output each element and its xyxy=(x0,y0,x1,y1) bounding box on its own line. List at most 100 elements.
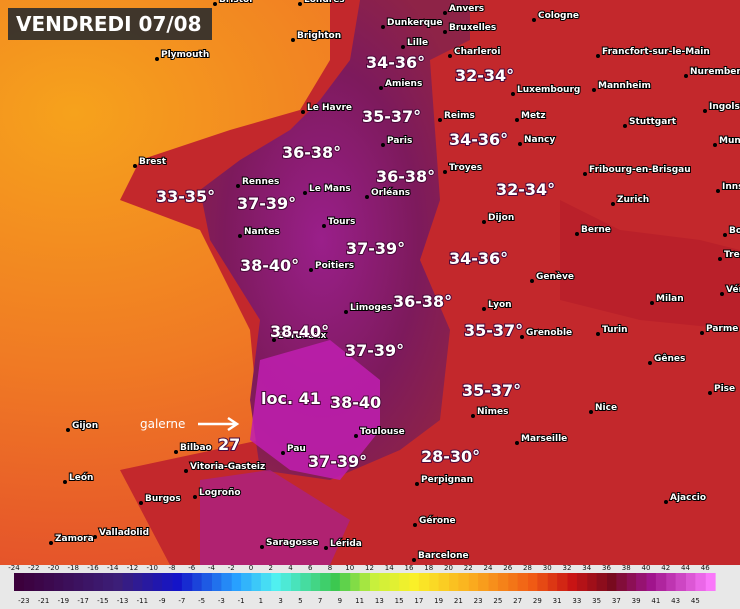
city-label: Valladolid xyxy=(99,528,149,538)
city-label: Francfort-sur-le-Main xyxy=(602,47,710,57)
city-label: Reims xyxy=(444,111,475,121)
legend-swatch xyxy=(517,573,528,591)
legend-swatch xyxy=(655,573,667,591)
legend-swatch xyxy=(468,573,479,591)
legend-swatch xyxy=(458,573,469,591)
temperature-label: 28-30° xyxy=(421,447,480,466)
city-dot xyxy=(415,482,419,486)
city-dot xyxy=(664,500,668,504)
legend-swatch xyxy=(616,573,627,591)
legend-swatch xyxy=(23,573,35,591)
legend-top-label: -14 xyxy=(107,564,119,572)
city-dot xyxy=(281,451,285,455)
city-dot xyxy=(213,2,217,6)
city-label: Zamora xyxy=(55,534,94,544)
legend-top-label: 8 xyxy=(328,564,332,572)
city-dot xyxy=(309,268,313,272)
legend-bottom-label: 23 xyxy=(474,597,483,605)
legend-top-label: 44 xyxy=(681,564,690,572)
temperature-label: 38-40 xyxy=(330,393,381,412)
legend-bottom-label: 39 xyxy=(632,597,641,605)
legend-swatch xyxy=(330,573,341,591)
legend-bottom-label: -17 xyxy=(77,597,88,605)
galerne-arrow xyxy=(198,416,240,432)
legend-bottom-label: 13 xyxy=(375,597,384,605)
city-label: Nancy xyxy=(524,135,555,145)
legend-swatch xyxy=(527,573,538,591)
city-dot xyxy=(236,184,240,188)
city-label: Limoges xyxy=(350,303,392,313)
city-label: Perpignan xyxy=(421,475,473,485)
legend-swatch xyxy=(448,573,459,591)
city-label: Ingolstadt xyxy=(709,102,740,112)
legend-swatch xyxy=(14,573,25,591)
city-label: Genève xyxy=(536,271,574,282)
city-label: Bilbao xyxy=(180,443,212,453)
legend-swatch xyxy=(665,573,677,591)
city-label: Anvers xyxy=(449,4,484,14)
legend-swatch xyxy=(685,573,696,591)
city-dot xyxy=(365,195,369,199)
legend-swatch xyxy=(695,573,706,591)
city-label: Gijon xyxy=(72,421,98,431)
city-dot xyxy=(381,143,385,147)
legend-bottom-label: 11 xyxy=(355,597,364,605)
legend-top-label: -4 xyxy=(208,564,216,572)
city-label: Mannheim xyxy=(598,81,651,91)
temperature-label: 34-36° xyxy=(366,53,425,72)
legend-bottom-label: 37 xyxy=(612,597,621,605)
legend-top-label: 28 xyxy=(523,564,532,572)
city-dot xyxy=(511,92,515,96)
legend-swatch xyxy=(557,573,568,591)
temperature-label: 34-36° xyxy=(449,249,508,268)
city-dot xyxy=(291,38,295,42)
legend-swatch xyxy=(181,573,193,591)
legend-swatch xyxy=(399,573,410,591)
city-dot xyxy=(63,480,67,484)
city-dot xyxy=(684,74,688,78)
legend-swatch xyxy=(488,573,499,591)
legend-swatch xyxy=(478,573,489,591)
legend-swatch xyxy=(221,573,232,591)
legend-bottom-label: 41 xyxy=(651,597,660,605)
legend-bottom-label: -11 xyxy=(137,597,148,605)
city-label: Metz xyxy=(521,111,546,121)
legend-swatch xyxy=(152,573,163,591)
legend-swatch xyxy=(122,573,133,591)
legend-swatch xyxy=(596,573,607,591)
legend-swatch xyxy=(576,573,588,591)
city-label: Munich xyxy=(719,136,740,146)
city-dot xyxy=(272,338,276,342)
legend-bottom-label: 35 xyxy=(592,597,601,605)
legend-bottom-label: 15 xyxy=(395,597,404,605)
legend-swatch xyxy=(142,573,153,591)
city-dot xyxy=(238,234,242,238)
legend-bottom-label: 27 xyxy=(513,597,522,605)
temperature-label: 37-39° xyxy=(345,341,404,360)
title-box xyxy=(8,8,212,40)
city-label: Vérone xyxy=(726,284,740,295)
temperature-label: 38-40° xyxy=(270,322,329,341)
legend-swatch xyxy=(547,573,558,591)
title: VENDREDI 07/08 xyxy=(16,12,202,36)
city-label: Poitiers xyxy=(315,261,354,271)
legend-swatch xyxy=(507,573,519,591)
city-label: Burgos xyxy=(145,494,181,504)
legend-swatch xyxy=(339,573,351,591)
city-dot xyxy=(703,109,707,113)
legend-swatch xyxy=(102,573,114,591)
legend-swatch xyxy=(290,573,301,591)
city-label: Le Mans xyxy=(309,184,351,194)
legend-top-label: 32 xyxy=(563,564,572,572)
legend-swatch xyxy=(172,573,183,591)
city-dot xyxy=(401,45,405,49)
legend-top-label: -10 xyxy=(147,564,158,572)
city-label: Lyon xyxy=(488,300,512,310)
legend-swatch xyxy=(270,573,282,591)
legend-swatch xyxy=(260,573,272,591)
legend-bottom-label: 3 xyxy=(278,597,282,605)
city-dot xyxy=(623,124,627,128)
legend-swatch xyxy=(310,573,321,591)
city-label: Bolzano xyxy=(729,226,740,236)
temperature-label: 35-37° xyxy=(462,381,521,400)
